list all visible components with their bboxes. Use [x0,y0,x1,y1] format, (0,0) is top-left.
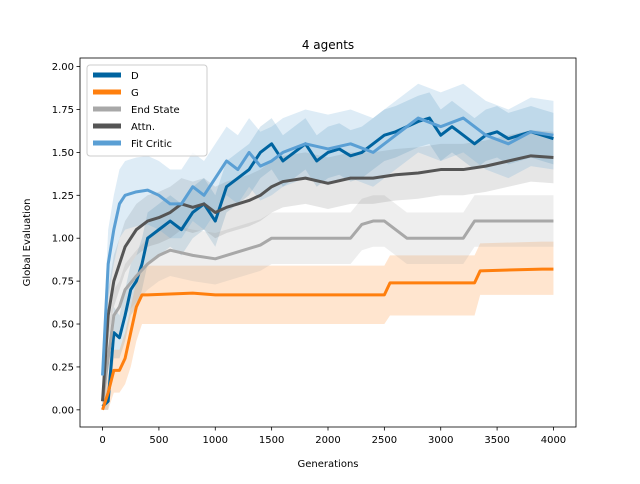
legend-label-g: G [131,88,139,99]
x-axis-label: Generations [298,459,359,470]
y-tick-label: 1.75 [52,105,74,116]
series-lines [101,116,554,411]
y-tick-label: 0.50 [52,320,74,331]
band-fit-critic [102,83,554,402]
y-tick-label: 1.00 [52,234,74,245]
band-d [102,92,554,410]
chart-title: 4 agents [302,38,354,52]
legend-label-end-state: End State [131,105,180,116]
x-tick-label: 2000 [315,435,340,446]
y-tick-label: 0.25 [52,362,74,373]
legend-label-d: D [131,71,139,82]
x-tick-label: 3500 [484,435,509,446]
series-line-end-state [101,219,554,402]
x-tick-label: 4000 [541,435,566,446]
legend-box [86,64,208,157]
legend-label-attn: Attn. [131,122,155,133]
x-tick-label: 1500 [259,435,284,446]
band-attn [102,130,554,410]
y-tick-label: 0.00 [52,405,74,416]
y-axis-label: Global Evaluation [22,199,33,287]
y-tick-label: 1.25 [52,191,74,202]
y-axis-ticks: 0.00 0.25 0.50 0.75 1.00 1.25 1.50 1.75 2.00 [52,62,80,416]
x-axis-ticks: 0 500 1000 1500 2000 2500 3000 3500 4000 [99,427,566,446]
x-tick-label: 3000 [428,435,453,446]
y-tick-label: 2.00 [52,62,74,73]
x-tick-label: 2500 [372,435,397,446]
series-line-attn [101,154,554,402]
x-tick-label: 500 [149,435,168,446]
x-tick-label: 0 [99,435,105,446]
x-tick-label: 1000 [203,435,228,446]
y-tick-label: 1.50 [52,148,74,159]
legend: DG End State Attn. Fit Critic [86,64,208,157]
series-line-fit-critic [101,116,554,376]
series-line-g [101,267,554,411]
band-end-state [102,195,554,410]
legend-label-fit-critic: Fit Critic [131,139,172,150]
y-tick-label: 0.75 [52,277,74,288]
